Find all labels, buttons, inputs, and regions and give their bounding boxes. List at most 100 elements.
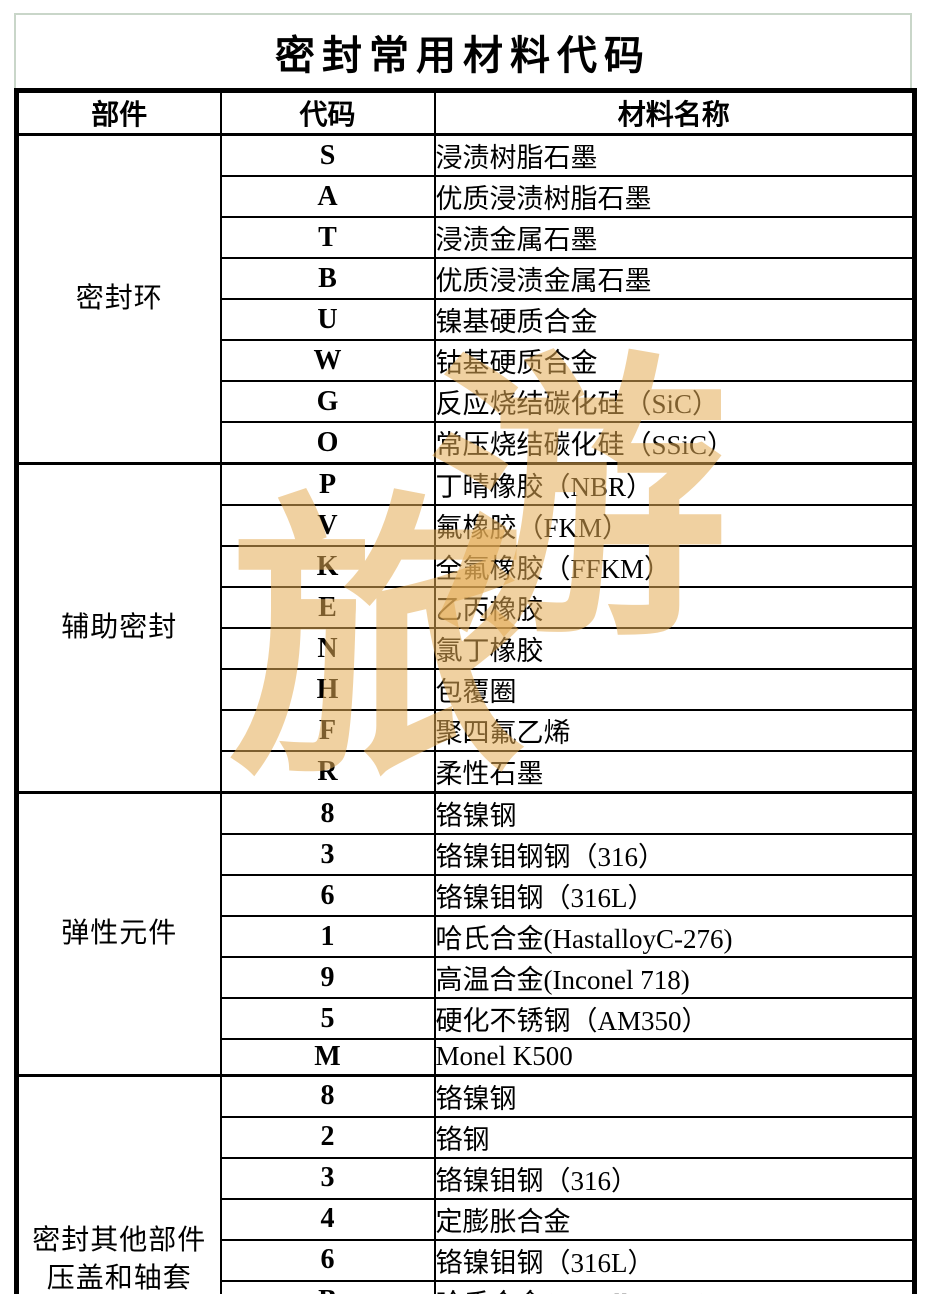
- code-cell: 3: [219, 833, 436, 876]
- code-cell: 6: [219, 874, 436, 917]
- code-cell: 3: [219, 1156, 436, 1200]
- material-cell: 哈氏合金(Hastalloy B2 ): [433, 1279, 916, 1294]
- table-row: 密封环 S 浸渍树脂石墨: [15, 133, 916, 465]
- table-row: N 氯丁橡胶: [17, 627, 916, 670]
- material-cell: 优质浸渍树脂石墨: [433, 175, 916, 218]
- material-cell: 氟橡胶（FKM）: [433, 504, 916, 547]
- table-row: 密封其他部件 压盖和轴套 8 铬镍钢: [15, 1073, 916, 1294]
- column-header-code: 代码: [219, 88, 436, 136]
- code-cell: 9: [219, 956, 436, 999]
- code-cell: 8: [219, 791, 436, 835]
- table-row: H 包覆圈: [17, 668, 916, 711]
- table-row: 1 哈氏合金(HastalloyC-276): [17, 915, 916, 958]
- code-cell: B: [219, 257, 436, 300]
- material-cell: 高温合金(Inconel 718): [433, 956, 916, 999]
- table-row: 6 铬镍钼钢（316L）: [17, 874, 916, 917]
- code-cell: K: [219, 545, 436, 588]
- material-cell: 反应烧结碳化硅（SiC）: [433, 380, 916, 423]
- material-cell: 柔性石墨: [433, 750, 916, 794]
- table-row: W 钴基硬质合金: [17, 339, 916, 382]
- table-row: M Monel K500: [17, 1038, 916, 1076]
- material-cell: 浸渍金属石墨: [433, 216, 916, 259]
- code-cell: 1: [219, 915, 436, 958]
- table-row: 9 高温合金(Inconel 718): [17, 956, 916, 999]
- code-cell: 6: [219, 1238, 436, 1282]
- material-cell: 铬镍钼钢钢（316）: [433, 833, 916, 876]
- material-cell: 哈氏合金(HastalloyC-276): [433, 915, 916, 958]
- table-row: 2 铬钢: [17, 1115, 916, 1159]
- header-row: 部件 代码 材料名称: [15, 88, 916, 136]
- material-cell: 铬镍钢: [433, 791, 916, 835]
- material-cell: 铬镍钼钢（316L）: [433, 874, 916, 917]
- table-row: F 聚四氟乙烯: [17, 709, 916, 752]
- material-cell: 铬镍钢: [433, 1073, 916, 1118]
- material-cell: 乙丙橡胶: [433, 586, 916, 629]
- material-cell: 全氟橡胶（FFKM）: [433, 545, 916, 588]
- table-body: 密封环 S 浸渍树脂石墨 A 优质浸渍树脂石墨 T 浸渍金属石墨 B 优质浸渍金属石墨 U 镍基硬质…: [15, 133, 916, 1294]
- code-cell: 4: [219, 1197, 436, 1241]
- part-cell: 辅助密封: [15, 462, 222, 794]
- table-row: E 乙丙橡胶: [17, 586, 916, 629]
- code-cell: E: [219, 586, 436, 629]
- material-cell: 定膨胀合金: [433, 1197, 916, 1241]
- table-row: 5 硬化不锈钢（AM350）: [17, 997, 916, 1040]
- material-cell: 聚四氟乙烯: [433, 709, 916, 752]
- code-cell: U: [219, 298, 436, 341]
- table-row: 3 铬镍钼钢钢（316）: [17, 833, 916, 876]
- code-cell: T: [219, 216, 436, 259]
- code-cell: V: [219, 504, 436, 547]
- code-cell: O: [219, 421, 436, 465]
- table-row: U 镍基硬质合金: [17, 298, 916, 341]
- material-cell: Monel K500: [433, 1038, 916, 1076]
- material-cell: 硬化不锈钢（AM350）: [433, 997, 916, 1040]
- code-cell: 2: [219, 1115, 436, 1159]
- material-cell: 优质浸渍金属石墨: [433, 257, 916, 300]
- table-row: O 常压烧结碳化硅（SSiC）: [17, 421, 916, 465]
- code-cell: F: [219, 709, 436, 752]
- column-header-part: 部件: [15, 88, 222, 136]
- material-cell: 铬镍钼钢（316L）: [433, 1238, 916, 1282]
- code-cell: B: [219, 1279, 436, 1294]
- material-cell: 常压烧结碳化硅（SSiC）: [433, 421, 916, 465]
- code-cell: P: [219, 462, 436, 506]
- table-row: 辅助密封 P 丁晴橡胶（NBR）: [15, 462, 916, 794]
- code-cell: N: [219, 627, 436, 670]
- part-cell: 密封其他部件 压盖和轴套: [15, 1073, 222, 1294]
- column-header-material: 材料名称: [433, 88, 916, 136]
- code-cell: M: [219, 1038, 436, 1076]
- material-cell: 镍基硬质合金: [433, 298, 916, 341]
- table-row: 弹性元件 8 铬镍钢: [15, 791, 916, 1076]
- table-row: 3 铬镍钼钢（316）: [17, 1156, 916, 1200]
- material-cell: 氯丁橡胶: [433, 627, 916, 670]
- material-cell: 铬钢: [433, 1115, 916, 1159]
- table-row: 4 定膨胀合金: [17, 1197, 916, 1241]
- part-cell: 弹性元件: [15, 791, 222, 1076]
- code-cell: H: [219, 668, 436, 711]
- code-cell: W: [219, 339, 436, 382]
- material-cell: 丁晴橡胶（NBR）: [433, 462, 916, 506]
- table-row: A 优质浸渍树脂石墨: [17, 175, 916, 218]
- material-cell: 钴基硬质合金: [433, 339, 916, 382]
- table-row: V 氟橡胶（FKM）: [17, 504, 916, 547]
- code-cell: 8: [219, 1073, 436, 1118]
- title-box: 密封常用材料代码: [14, 13, 912, 88]
- material-cell: 铬镍钼钢（316）: [433, 1156, 916, 1200]
- table-row: K 全氟橡胶（FFKM）: [17, 545, 916, 588]
- material-cell: 浸渍树脂石墨: [433, 133, 916, 177]
- table-row: B 优质浸渍金属石墨: [17, 257, 916, 300]
- page-title: 密封常用材料代码: [275, 32, 651, 78]
- material-cell: 包覆圈: [433, 668, 916, 711]
- part-cell: 密封环: [15, 133, 222, 465]
- code-cell: R: [219, 750, 436, 794]
- table-row: R 柔性石墨: [17, 750, 916, 794]
- code-cell: S: [219, 133, 436, 177]
- table-row: G 反应烧结碳化硅（SiC）: [17, 380, 916, 423]
- code-cell: G: [219, 380, 436, 423]
- materials-table: 部件 代码 材料名称 密封环 S 浸渍树脂石墨 A 优质浸渍树脂石墨 T 浸渍金属石墨 B 优质…: [14, 88, 917, 1294]
- code-cell: 5: [219, 997, 436, 1040]
- table-row: B哈氏合金(Hastalloy B2 ): [17, 1279, 916, 1294]
- code-cell: A: [219, 175, 436, 218]
- table-row: T 浸渍金属石墨: [17, 216, 916, 259]
- table-row: 6 铬镍钼钢（316L）: [17, 1238, 916, 1282]
